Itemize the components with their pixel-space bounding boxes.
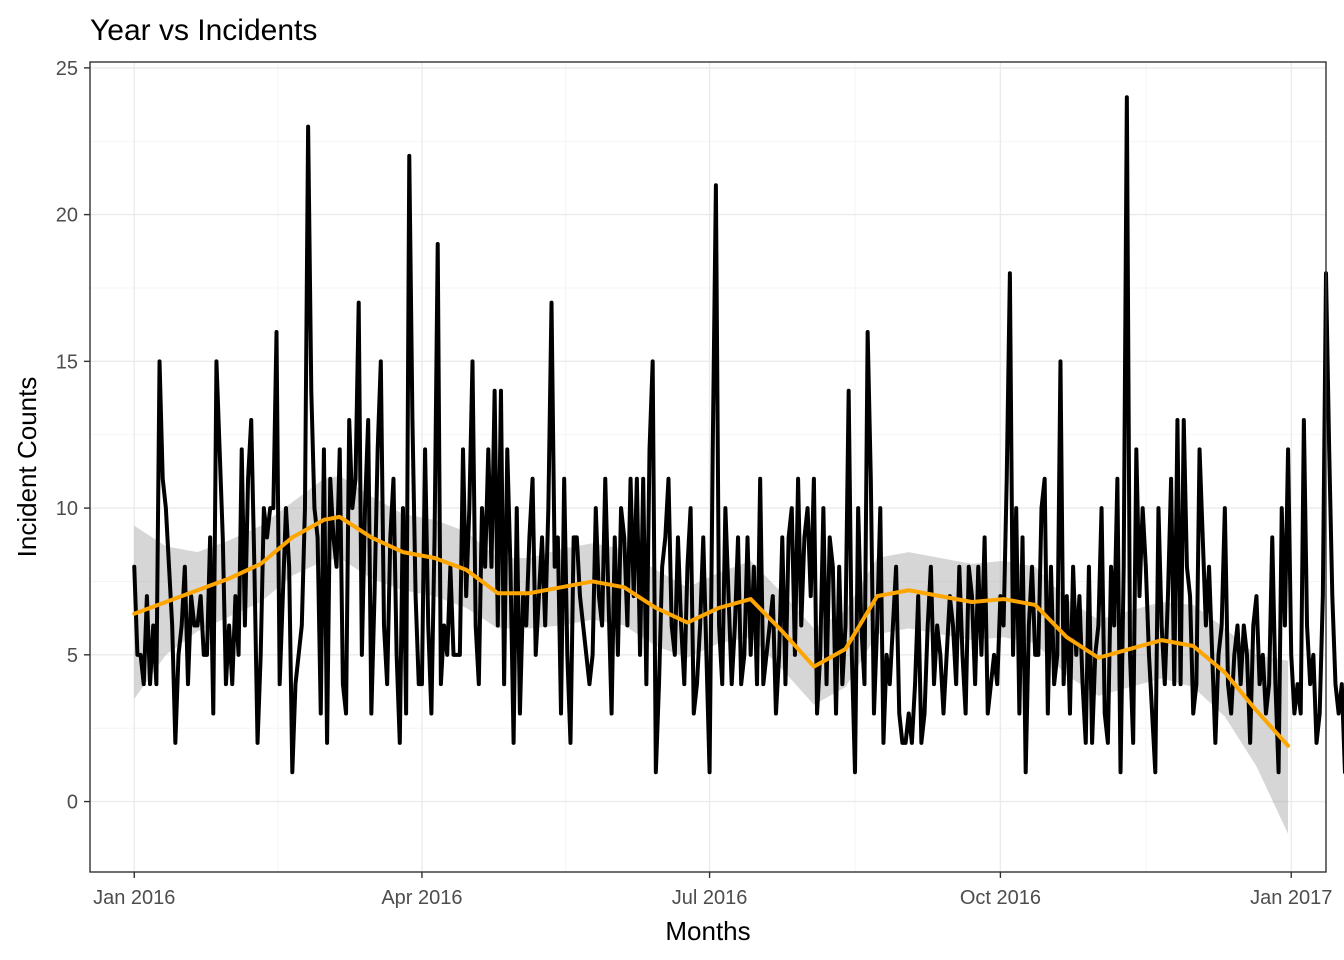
axis-ticks: 0 5 10 15 20 25 Jan 2016 Apr 2016 Jul 2016 Oct 20… [56, 58, 1333, 909]
x-tick-label: Jan 2017 [1250, 887, 1332, 909]
x-tick-label: Jul 2016 [672, 887, 748, 909]
x-tick-label: Oct 2016 [960, 887, 1041, 909]
x-tick-label: Apr 2016 [381, 887, 462, 909]
smooth-line [132, 514, 1291, 748]
y-tick-label: 0 [67, 792, 78, 814]
chart-title: Year vs Incidents [90, 14, 317, 47]
series-line-group [132, 95, 1344, 775]
y-tick-label: 25 [56, 58, 78, 80]
x-tick-label: Jan 2016 [93, 887, 175, 909]
plot-border [89, 61, 1327, 873]
smooth-line-group [132, 514, 1291, 748]
y-axis-title: Incident Counts [12, 377, 42, 558]
y-tick-label: 5 [67, 645, 78, 667]
y-tick-label: 20 [56, 205, 78, 227]
y-tick-label: 15 [56, 351, 78, 373]
y-tick-label: 10 [56, 498, 78, 520]
x-axis-title: Months [665, 916, 750, 946]
series-line [132, 95, 1344, 775]
